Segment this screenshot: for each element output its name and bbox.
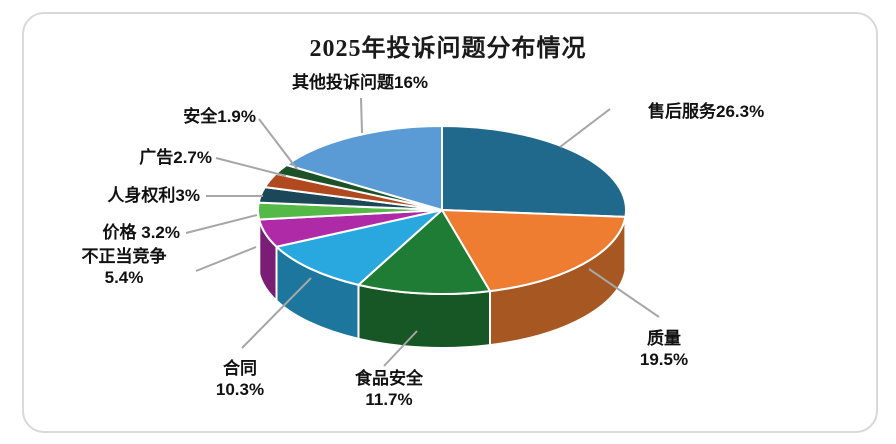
leader-line xyxy=(241,277,312,349)
leader-line xyxy=(559,108,611,148)
pie-slice xyxy=(275,209,443,286)
leader-line xyxy=(383,330,418,367)
pie-slice xyxy=(285,125,443,211)
chart-title: 2025年投诉问题分布情况 xyxy=(309,36,587,62)
leader-line xyxy=(360,97,363,134)
leader-line xyxy=(185,214,258,234)
leader-line xyxy=(195,246,257,272)
pie-slice xyxy=(441,125,627,218)
leader-line xyxy=(215,157,287,177)
pie-slice xyxy=(441,209,627,293)
pie-slice xyxy=(357,209,491,295)
leader-line xyxy=(588,268,660,318)
leader-line xyxy=(258,118,298,170)
